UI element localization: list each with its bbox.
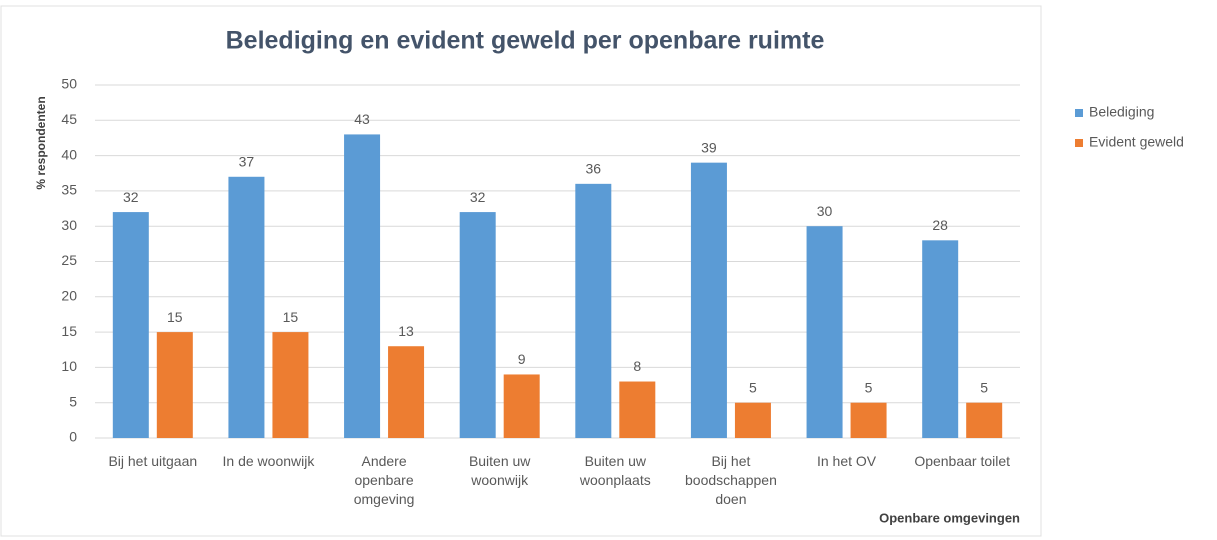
data-label: 28 xyxy=(932,217,948,233)
data-label: 37 xyxy=(239,153,255,169)
y-tick-label: 10 xyxy=(61,358,77,374)
y-tick-label: 50 xyxy=(61,76,77,92)
bar xyxy=(922,240,959,438)
data-label: 32 xyxy=(123,189,139,205)
bar xyxy=(806,226,843,438)
chart-frame xyxy=(0,5,1042,537)
bar xyxy=(619,381,656,438)
legend-label: Evident geweld xyxy=(1089,134,1184,150)
data-label: 5 xyxy=(865,379,873,395)
bar xyxy=(966,402,1003,438)
bar xyxy=(575,183,612,438)
data-label: 9 xyxy=(518,351,526,367)
data-label: 8 xyxy=(633,358,641,374)
y-tick-label: 0 xyxy=(69,429,77,445)
data-label: 36 xyxy=(586,161,602,177)
bar xyxy=(503,374,540,438)
x-tick-label: Buiten uw woonplaats xyxy=(579,453,651,488)
bar xyxy=(690,162,727,438)
legend-swatch xyxy=(1075,109,1083,117)
y-tick-label: 25 xyxy=(61,252,77,268)
x-tick-label: Andere openbare omgeving xyxy=(353,453,415,507)
data-label: 43 xyxy=(354,111,370,127)
bar xyxy=(734,402,771,438)
data-label: 5 xyxy=(980,379,988,395)
x-tick-label: In het OV xyxy=(816,453,877,469)
y-tick-label: 15 xyxy=(61,323,77,339)
y-tick-label: 40 xyxy=(61,146,77,162)
data-label: 32 xyxy=(470,189,486,205)
legend-swatch xyxy=(1075,139,1083,147)
data-label: 13 xyxy=(398,323,414,339)
bar xyxy=(272,332,309,438)
bar xyxy=(156,332,193,438)
data-label: 15 xyxy=(283,309,299,325)
bar xyxy=(388,346,425,438)
y-tick-label: 45 xyxy=(61,111,77,127)
data-label: 5 xyxy=(749,379,757,395)
data-label: 15 xyxy=(167,309,183,325)
y-axis-title: % respondenten xyxy=(34,96,48,189)
bar xyxy=(344,134,381,439)
x-tick-label: Openbaar toilet xyxy=(914,453,1011,469)
x-tick-label: Bij het uitgaan xyxy=(108,453,198,469)
legend-label: Belediging xyxy=(1089,104,1154,120)
x-tick-label: In de woonwijk xyxy=(222,453,315,469)
y-tick-label: 35 xyxy=(61,182,77,198)
data-label: 30 xyxy=(817,203,833,219)
chart-title: Belediging en evident geweld per openbar… xyxy=(226,27,825,55)
x-tick-label: Buiten uw woonwijk xyxy=(468,453,531,488)
bar xyxy=(850,402,887,438)
y-tick-label: 20 xyxy=(61,288,77,304)
y-tick-label: 30 xyxy=(61,217,77,233)
x-tick-label: Bij het boodschappen doen xyxy=(685,453,777,507)
bar xyxy=(112,212,149,438)
bar xyxy=(228,176,265,438)
bar xyxy=(459,212,496,438)
x-axis-title: Openbare omgevingen xyxy=(879,510,1020,525)
data-label: 39 xyxy=(701,139,717,155)
y-tick-label: 5 xyxy=(69,393,77,409)
